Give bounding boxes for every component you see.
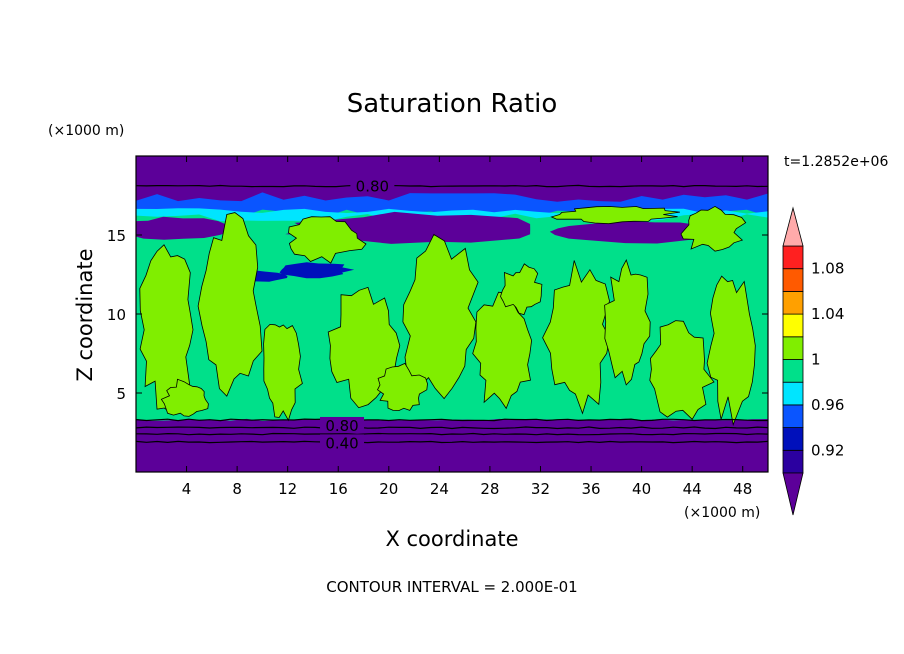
x-tick-label: 24: [430, 480, 449, 498]
contour-line-040-lower: [136, 440, 768, 444]
supersaturated-patch: [288, 216, 367, 264]
supersaturated-patch: [197, 212, 263, 397]
x-tick-label: 8: [232, 480, 242, 498]
x-tick-label: 16: [329, 480, 348, 498]
contour-label-bg: [320, 416, 365, 433]
supersaturated-patch: [263, 323, 303, 422]
colorbar-segment: [782, 381, 804, 406]
x-tick-label: 36: [581, 480, 600, 498]
colorbar-segment: [782, 404, 804, 428]
supersaturated-patch: [402, 233, 479, 400]
contour-label-bg: [320, 434, 365, 451]
y-axis-label: Z coordinate: [73, 248, 97, 381]
y-tick-label: 5: [116, 385, 126, 403]
x-tick-labels: 4 8 12 16 20 24 28 32 36 40 44 48: [182, 156, 752, 498]
contour-label: 0.80: [356, 178, 389, 196]
colorbar-segment: [782, 290, 804, 315]
colorbar-tick-label: 1.08: [811, 260, 844, 278]
plot-area: 0.800.800.40: [135, 155, 769, 473]
x-tick-label: 20: [379, 480, 398, 498]
x-tick-label: 28: [480, 480, 499, 498]
contour-interval-note: CONTOUR INTERVAL = 2.000E-01: [326, 578, 577, 596]
x-unit-label: (×1000 m): [684, 505, 760, 521]
x-tick-label: 44: [683, 480, 702, 498]
colorbar-segment: [782, 336, 804, 360]
colorbar-segment: [782, 313, 804, 338]
supersaturated-patch: [160, 378, 209, 417]
colorbar-tick-label: 0.92: [811, 441, 844, 459]
contour-line-080-top: [136, 184, 768, 188]
contour-line-060-lower: [136, 432, 768, 436]
x-tick-label: 32: [531, 480, 550, 498]
y-unit-label: (×1000 m): [48, 123, 124, 139]
x-tick-label: 4: [182, 480, 192, 498]
y-tick-label: 10: [107, 306, 126, 324]
supersaturated-patch: [472, 291, 533, 410]
colorbar-min-arrow: [782, 472, 804, 516]
supersaturated-patch: [680, 205, 747, 252]
supersaturated-patch: [376, 362, 428, 412]
chart-title: Saturation Ratio: [347, 89, 558, 119]
supersaturated-patch: [500, 263, 543, 316]
colorbar-segment: [782, 359, 804, 383]
colorbar-segment: [782, 245, 804, 270]
contour-line-lower-edge: [136, 418, 768, 422]
contour-label-bg: [350, 177, 395, 194]
contour-label: 0.40: [325, 434, 358, 452]
dry-tongue: [279, 262, 355, 279]
contour-label: 0.80: [325, 417, 358, 435]
supersaturated-patch: [542, 260, 610, 415]
supersaturated-patch: [706, 275, 756, 427]
colorbar-segment: [782, 449, 804, 474]
colorbar-tick-label: 0.96: [811, 396, 844, 414]
x-axis-label: X coordinate: [385, 527, 518, 551]
supersaturated-patch: [550, 206, 680, 225]
x-tick-label: 12: [278, 480, 297, 498]
colorbar-tick-label: 1: [811, 351, 821, 369]
colorbar-max-arrow: [782, 206, 804, 247]
contour-line-080-lower: [136, 426, 768, 430]
y-tick-label: 15: [107, 227, 126, 245]
y-tick-labels: 5 10 15: [107, 227, 768, 403]
x-tick-label: 40: [632, 480, 651, 498]
colorbar-segment: [782, 427, 804, 451]
time-label: t=1.2852e+06: [784, 154, 888, 170]
dry-tongue: [136, 216, 230, 240]
contour-field: [136, 156, 768, 472]
supersaturated-patch: [649, 320, 715, 420]
colorbar: 0.92 0.96 1 1.04 1.08: [782, 206, 844, 516]
colorbar-segment: [782, 268, 804, 292]
colorbar-tick-label: 1.04: [811, 305, 844, 323]
supersaturated-patch: [604, 258, 651, 386]
x-tick-label: 48: [733, 480, 752, 498]
